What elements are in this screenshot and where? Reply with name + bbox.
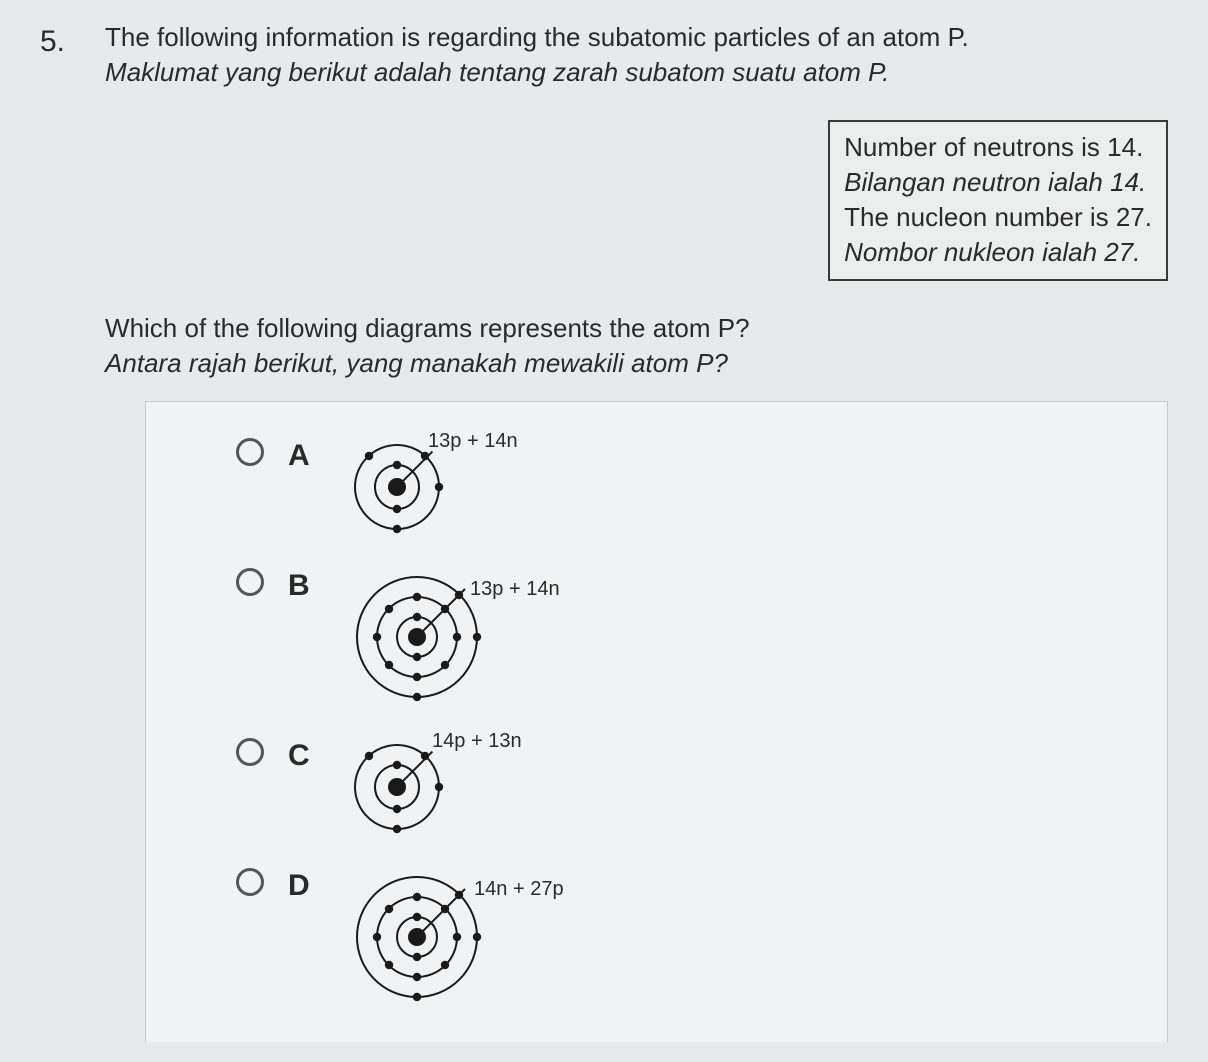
option-b[interactable]: B 13p + 14n	[236, 562, 1127, 712]
info-line1-ms: Bilangan neutron ialah 14.	[844, 165, 1152, 200]
question-text-en: The following information is regarding t…	[105, 20, 1168, 55]
option-c[interactable]: C 14p + 13n	[236, 732, 1127, 842]
info-line1-en: Number of neutrons is 14.	[844, 130, 1152, 165]
option-a-nucleus-label: 13p + 14n	[428, 428, 518, 455]
options-panel: A 13p + 14n B 13p + 14n C	[145, 401, 1168, 1042]
option-c-nucleus-label: 14p + 13n	[432, 728, 522, 755]
radio-b[interactable]	[236, 568, 264, 596]
option-d-nucleus-label: 14n + 27p	[474, 876, 564, 903]
prompt: Which of the following diagrams represen…	[105, 311, 1168, 381]
option-d[interactable]: D 14n + 27p	[236, 862, 1127, 1012]
question-number: 5.	[40, 22, 65, 63]
option-d-letter: D	[288, 866, 318, 907]
option-b-nucleus-label: 13p + 14n	[470, 576, 560, 603]
info-line2-en: The nucleon number is 27.	[844, 200, 1152, 235]
prompt-ms: Antara rajah berikut, yang manakah mewak…	[105, 346, 1168, 381]
question-text-ms: Maklumat yang berikut adalah tentang zar…	[105, 55, 1168, 90]
radio-c[interactable]	[236, 738, 264, 766]
option-d-diagram: 14n + 27p	[342, 862, 492, 1012]
info-box: Number of neutrons is 14. Bilangan neutr…	[828, 120, 1168, 280]
option-b-letter: B	[288, 566, 318, 607]
option-c-diagram: 14p + 13n	[342, 732, 452, 842]
radio-d[interactable]	[236, 868, 264, 896]
prompt-en: Which of the following diagrams represen…	[105, 311, 1168, 346]
option-a-letter: A	[288, 436, 318, 477]
option-b-diagram: 13p + 14n	[342, 562, 492, 712]
info-line2-ms: Nombor nukleon ialah 27.	[844, 235, 1152, 270]
option-c-letter: C	[288, 736, 318, 777]
option-a[interactable]: A 13p + 14n	[236, 432, 1127, 542]
radio-a[interactable]	[236, 438, 264, 466]
option-a-diagram: 13p + 14n	[342, 432, 452, 542]
question-body: The following information is regarding t…	[105, 20, 1168, 1042]
